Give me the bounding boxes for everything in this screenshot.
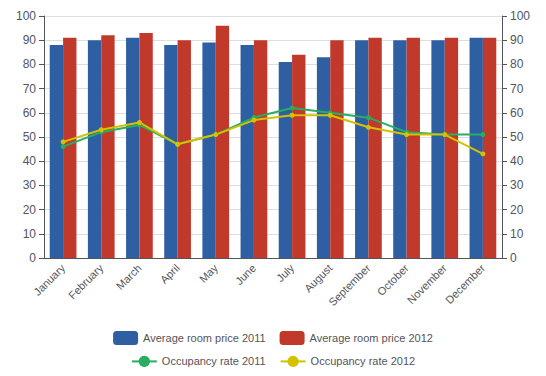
svg-text:40: 40: [510, 154, 524, 168]
svg-text:0: 0: [510, 251, 517, 265]
svg-text:90: 90: [510, 33, 524, 47]
svg-text:May: May: [197, 261, 221, 285]
svg-text:30: 30: [23, 178, 37, 192]
svg-text:0: 0: [29, 251, 36, 265]
svg-text:Occupancy rate 2012: Occupancy rate 2012: [311, 355, 416, 367]
svg-text:20: 20: [510, 203, 524, 217]
svg-text:Average room price 2011: Average room price 2011: [143, 332, 266, 344]
svg-text:80: 80: [510, 57, 524, 71]
svg-text:January: January: [31, 261, 67, 297]
svg-text:100: 100: [16, 9, 36, 23]
svg-text:70: 70: [23, 82, 37, 96]
svg-text:February: February: [66, 261, 106, 301]
svg-text:July: July: [274, 261, 297, 284]
svg-text:50: 50: [510, 130, 524, 144]
svg-text:April: April: [158, 262, 182, 286]
svg-text:October: October: [375, 262, 411, 298]
svg-text:20: 20: [23, 203, 37, 217]
svg-text:August: August: [302, 262, 335, 295]
svg-text:40: 40: [23, 154, 37, 168]
svg-text:90: 90: [23, 33, 37, 47]
svg-text:60: 60: [510, 106, 524, 120]
svg-text:March: March: [114, 262, 144, 292]
svg-text:80: 80: [23, 57, 37, 71]
svg-text:10: 10: [510, 227, 524, 241]
svg-text:September: September: [326, 262, 373, 309]
svg-text:November: November: [405, 262, 450, 307]
svg-text:June: June: [233, 262, 258, 287]
svg-text:100: 100: [510, 9, 530, 23]
svg-text:December: December: [443, 262, 488, 307]
svg-text:30: 30: [510, 178, 524, 192]
svg-text:50: 50: [23, 130, 37, 144]
svg-text:Occupancy rate 2011: Occupancy rate 2011: [162, 355, 266, 367]
svg-text:Average room price 2012: Average room price 2012: [310, 332, 433, 344]
svg-text:60: 60: [23, 106, 37, 120]
svg-text:10: 10: [23, 227, 37, 241]
svg-text:70: 70: [510, 82, 524, 96]
